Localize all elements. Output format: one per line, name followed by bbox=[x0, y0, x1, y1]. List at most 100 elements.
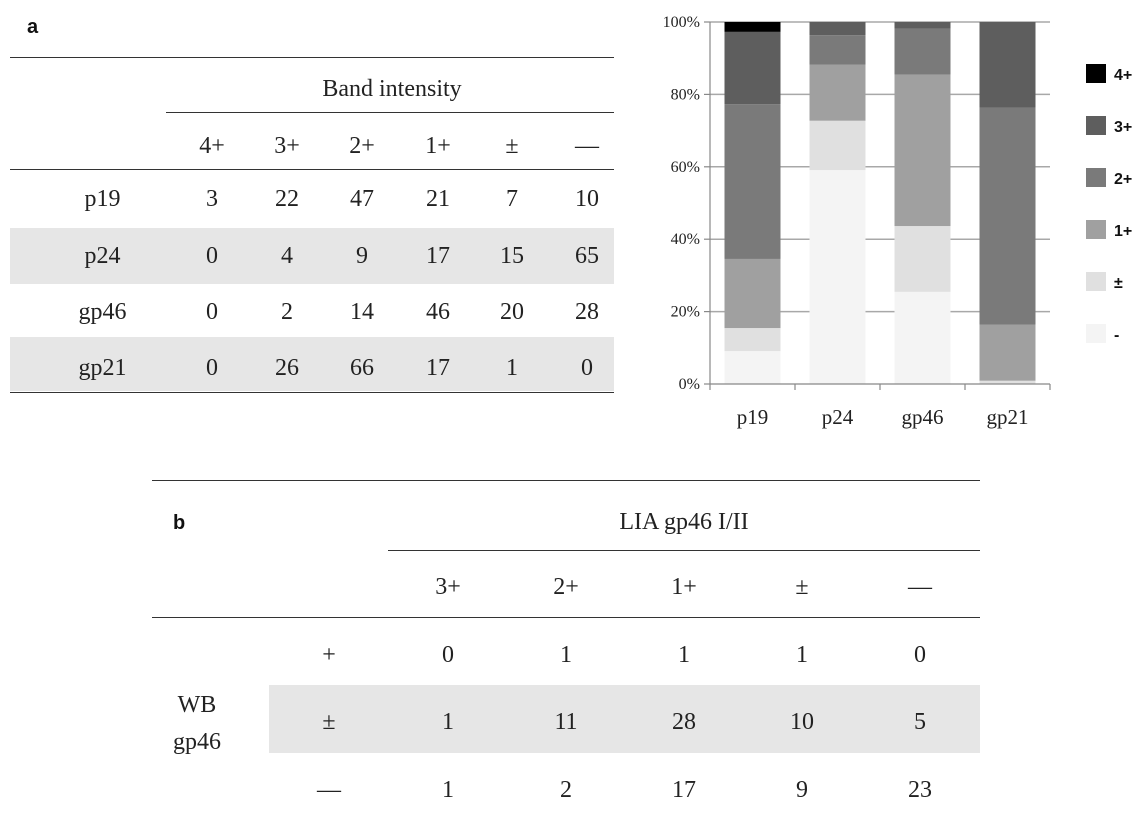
panel-a-label: a bbox=[27, 16, 39, 38]
table-a-cell: 1 bbox=[506, 355, 518, 381]
table-a-row-shade bbox=[10, 337, 614, 391]
table-a-group-rule bbox=[166, 112, 614, 113]
bar-segment-2+ bbox=[724, 104, 781, 259]
bar-segment-4+ bbox=[724, 22, 781, 32]
table-b-cell: 11 bbox=[554, 709, 578, 735]
table-a-group-header: Band intensity bbox=[322, 76, 462, 102]
bar-segment-- bbox=[894, 291, 951, 384]
table-a-col-header: 2+ bbox=[349, 133, 375, 159]
bar-segment-3+ bbox=[979, 22, 1036, 108]
table-b-header-rule bbox=[152, 617, 980, 618]
legend-label: 4+ bbox=[1114, 67, 1132, 84]
table-a-row-shade bbox=[10, 228, 614, 284]
table-a-cell: 15 bbox=[500, 243, 524, 269]
table-b-cell: 23 bbox=[908, 777, 932, 803]
y-tick-label: 80% bbox=[671, 86, 700, 103]
table-a-cell: 22 bbox=[275, 186, 299, 212]
legend-label: 1+ bbox=[1114, 223, 1132, 240]
table-a-bottom-rule bbox=[10, 392, 614, 393]
table-b-cell: 0 bbox=[442, 642, 454, 668]
table-a-top-rule bbox=[10, 57, 614, 58]
row-group-label-line1: WB bbox=[177, 692, 217, 718]
y-tick-label: 60% bbox=[671, 159, 700, 176]
y-tick-label: 100% bbox=[663, 14, 700, 31]
table-b-col-header: 1+ bbox=[671, 574, 697, 600]
table-b-cell: 2 bbox=[560, 777, 572, 803]
bar-segment-3+ bbox=[724, 31, 781, 105]
table-a-cell: 0 bbox=[206, 299, 218, 325]
table-a-cell: 21 bbox=[426, 186, 450, 212]
legend-label: 3+ bbox=[1114, 119, 1132, 136]
bar-segment-1+ bbox=[809, 64, 866, 121]
table-b-cell: 10 bbox=[790, 709, 814, 735]
table-b-cell: 9 bbox=[796, 777, 808, 803]
table-b-col-header: ± bbox=[795, 574, 809, 600]
table-a-cell: 14 bbox=[350, 299, 374, 325]
table-b-col-header: — bbox=[908, 574, 932, 600]
table-a-cell: 10 bbox=[575, 186, 599, 212]
table-b-row-label: ± bbox=[322, 709, 336, 735]
table-b-group-rule bbox=[388, 550, 980, 551]
table-a-cell: 2 bbox=[281, 299, 293, 325]
bar-segment-1+ bbox=[979, 324, 1036, 381]
table-a-cell: 0 bbox=[581, 355, 593, 381]
table-a-cell: 3 bbox=[206, 186, 218, 212]
table-a-cell: 28 bbox=[575, 299, 599, 325]
table-b-group-header: LIA gp46 I/II bbox=[619, 509, 749, 535]
bar-segment-2+ bbox=[809, 35, 866, 65]
bar-segment-3+ bbox=[894, 22, 951, 29]
x-tick-label: gp46 bbox=[902, 405, 944, 429]
legend-label: - bbox=[1114, 327, 1119, 344]
x-tick-label: p19 bbox=[737, 405, 769, 429]
legend-swatch bbox=[1086, 116, 1106, 135]
table-a-cell: 4 bbox=[281, 243, 293, 269]
bar-segment-2+ bbox=[979, 107, 1036, 325]
x-tick-label: p24 bbox=[822, 405, 854, 429]
table-b-cell: 1 bbox=[678, 642, 690, 668]
legend-label: ± bbox=[1114, 275, 1123, 292]
bar-segment-± bbox=[809, 120, 866, 171]
y-tick-label: 20% bbox=[671, 304, 700, 321]
table-a-col-header: 3+ bbox=[274, 133, 300, 159]
table-a-col-header: 1+ bbox=[425, 133, 451, 159]
legend-swatch bbox=[1086, 272, 1106, 291]
bar-segment-- bbox=[724, 351, 781, 384]
y-tick-label: 0% bbox=[679, 376, 700, 393]
table-b-cell: 0 bbox=[914, 642, 926, 668]
bar-segment-± bbox=[894, 226, 951, 292]
table-b-col-header: 3+ bbox=[435, 574, 461, 600]
bar-segment-± bbox=[979, 380, 1036, 384]
wb-vs-lia-table: LIA gp46 I/II 3+ 2+ 1+ ± — WB gp46 +0 1 1 1 0 ±1 1… bbox=[152, 480, 980, 813]
table-a-cell: 65 bbox=[575, 243, 599, 269]
bar-segment-2+ bbox=[894, 28, 951, 75]
table-b-cell: 1 bbox=[560, 642, 572, 668]
legend-swatch bbox=[1086, 324, 1106, 343]
table-a-cell: 46 bbox=[426, 299, 450, 325]
table-a-cell: 17 bbox=[426, 355, 450, 381]
bar-segment-3+ bbox=[809, 22, 866, 36]
table-b-row-shade bbox=[269, 685, 980, 753]
bar-segment-1+ bbox=[894, 74, 951, 227]
table-a-col-header: 4+ bbox=[199, 133, 225, 159]
table-b-cell: 1 bbox=[796, 642, 808, 668]
table-a-cell: 7 bbox=[506, 186, 518, 212]
table-b-row-label: — bbox=[317, 777, 341, 803]
table-b-cell: 1 bbox=[442, 777, 454, 803]
stacked-percent-bar-chart: 0% 20% 40% 60% 80% 100% p19 p24 gp46 gp21 4+ 3+ 2+ 1… bbox=[663, 14, 1133, 429]
table-a-cell: 9 bbox=[356, 243, 368, 269]
row-group-label-line2: gp46 bbox=[173, 729, 221, 755]
table-b-top-rule bbox=[152, 480, 980, 481]
table-a-row-label: gp21 bbox=[78, 355, 127, 381]
table-a-col-header: — bbox=[575, 133, 599, 159]
table-b-cell: 5 bbox=[914, 709, 926, 735]
table-a-row-label: p24 bbox=[84, 243, 121, 269]
table-a-cell: 17 bbox=[426, 243, 450, 269]
table-a-cell: 0 bbox=[206, 243, 218, 269]
table-a-col-header: ± bbox=[505, 133, 519, 159]
legend-swatch bbox=[1086, 64, 1106, 83]
table-a-header-rule bbox=[10, 169, 614, 170]
table-a-cell: 20 bbox=[500, 299, 524, 325]
table-b-row-label: + bbox=[322, 642, 336, 668]
table-a-cell: 26 bbox=[275, 355, 299, 381]
table-b-col-header: 2+ bbox=[553, 574, 579, 600]
